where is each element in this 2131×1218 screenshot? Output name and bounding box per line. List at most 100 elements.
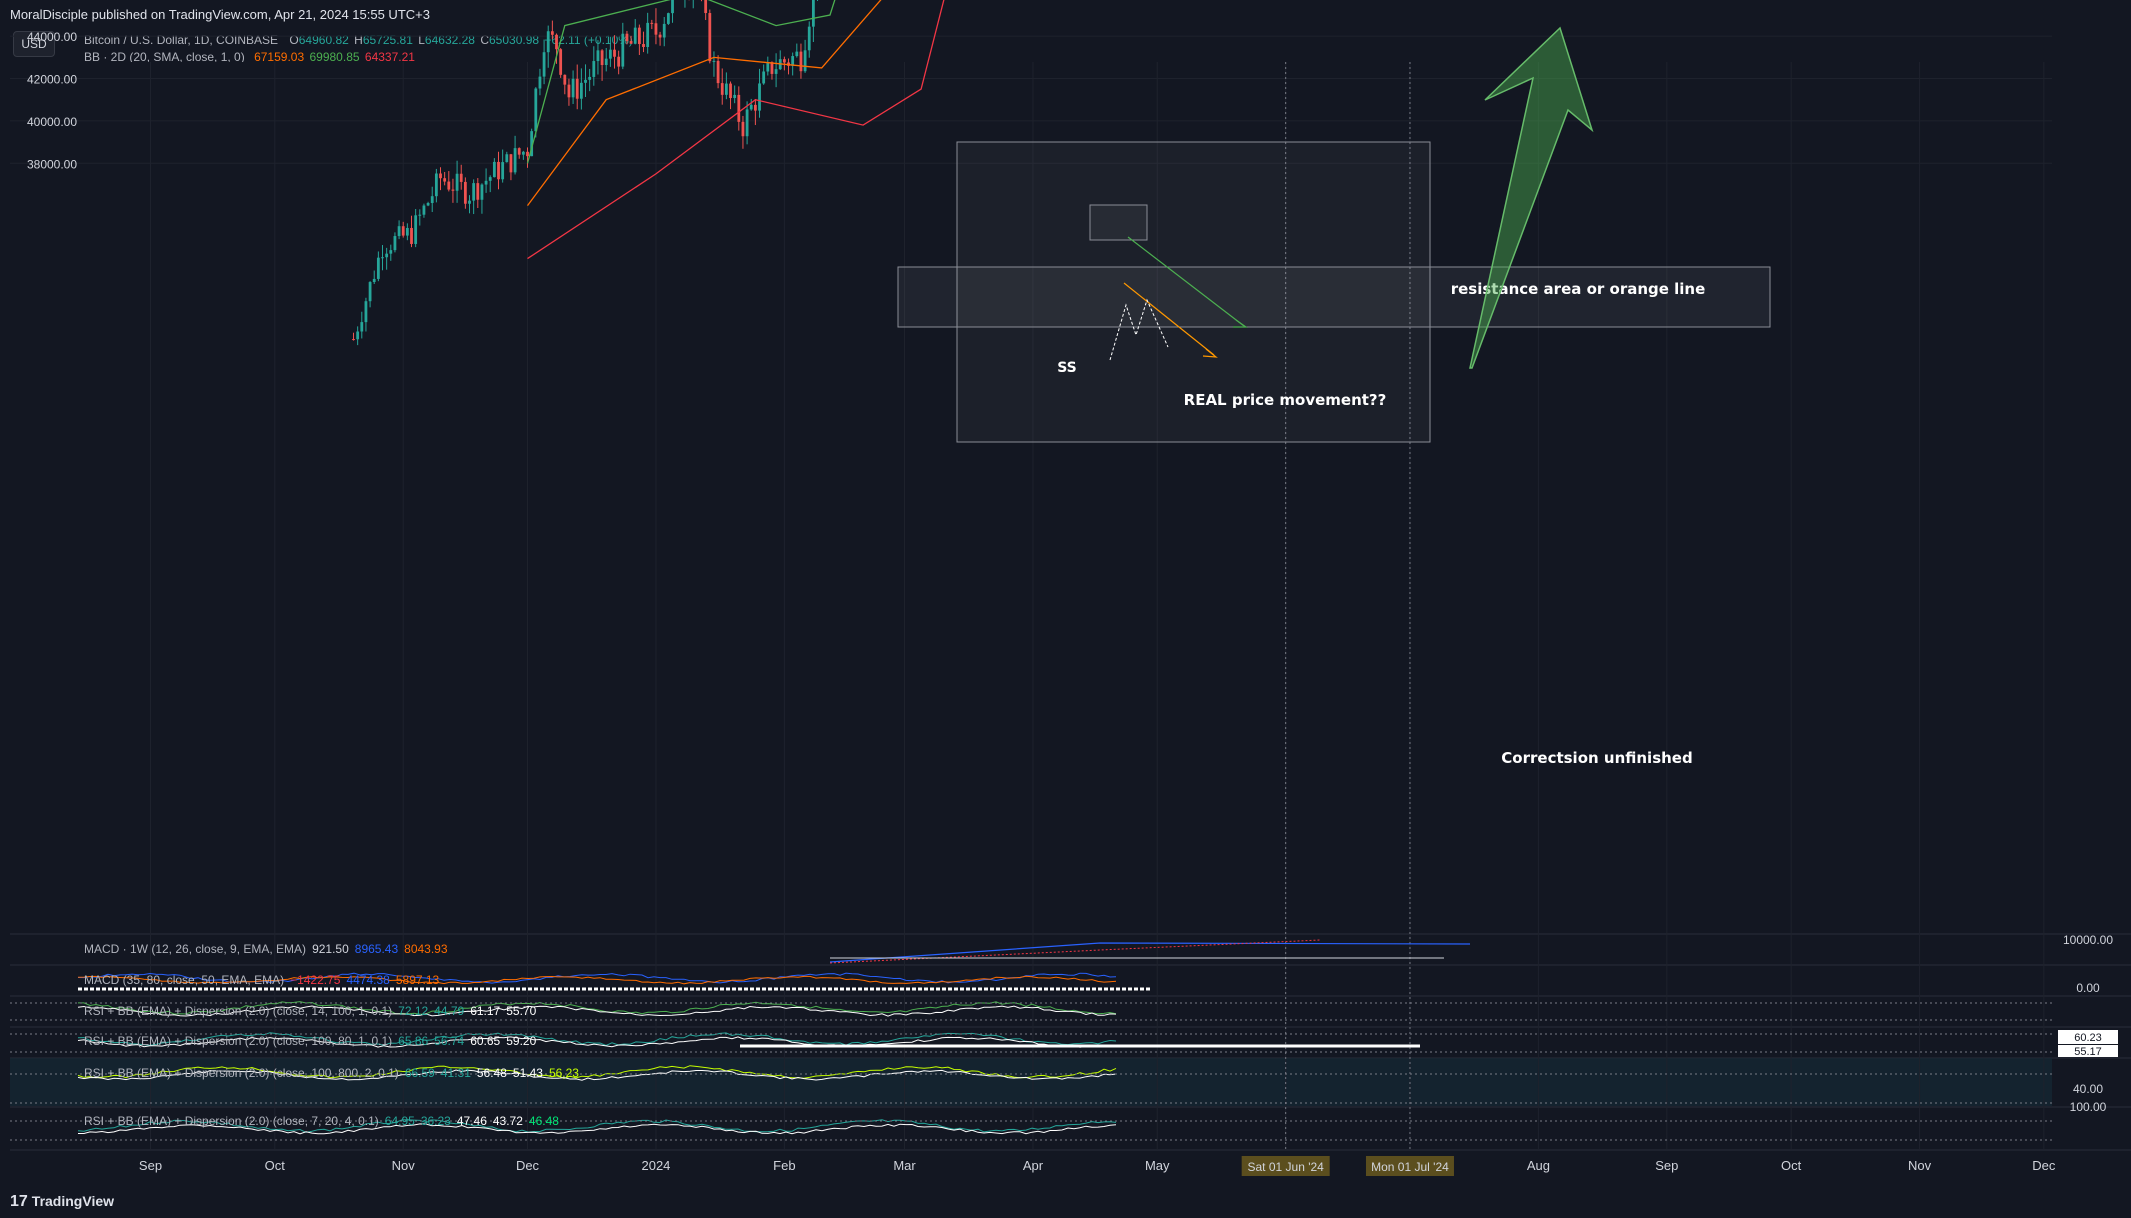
candle-body [563, 74, 567, 85]
indicator-value: 59.20 [506, 1034, 537, 1048]
indicator-value: 55.70 [506, 1004, 537, 1018]
candle-body [637, 27, 641, 45]
indicator-value: 5897.13 [395, 973, 440, 987]
green-projection-arrow [1127, 236, 1245, 327]
indicator-label: RSI + BB (EMA) + Dispersion (2.0) (close… [84, 1004, 393, 1018]
candle-body [766, 62, 770, 72]
bb-upper-line [526, 0, 836, 164]
bb-basis-value: 67159.03 [254, 50, 305, 64]
candle-body [642, 44, 645, 47]
candle-body [650, 22, 654, 24]
annotation-correction: Correctsion unfinished [1501, 749, 1692, 767]
candles-group [352, 0, 819, 346]
bb-label[interactable]: BB · 2D (20, SMA, close, 1, 0) [84, 50, 245, 64]
footer-bar: 17 TradingView [0, 1185, 2131, 1217]
candle-body [405, 227, 409, 236]
candle-body [716, 60, 720, 84]
candle-body [588, 76, 592, 80]
indicator-legend-rsi-14[interactable]: RSI + BB (EMA) + Dispersion (2.0) (close… [84, 1004, 536, 1018]
indicator-label: RSI + BB (EMA) + Dispersion (2.0) (close… [84, 1034, 393, 1048]
currency-button[interactable]: USD [13, 31, 55, 57]
oscillator-line [77, 1065, 1117, 1079]
x-tick-label: Dec [2032, 1158, 2056, 1173]
candle-body [451, 189, 455, 191]
sub-pane-tag-label: 55.17 [2074, 1046, 2102, 1058]
orange-projection-arrow [1123, 282, 1215, 356]
indicator-legend-rsi-100-800[interactable]: RSI + BB (EMA) + Dispersion (2.0) (close… [84, 1066, 579, 1080]
price-chart[interactable]: 76000.0074000.0072000.0070000.0068000.00… [0, 0, 2131, 1185]
bb-legend: BB · 2D (20, SMA, close, 1, 0) 67159.03 … [84, 50, 417, 64]
indicator-value: 36.23 [420, 1114, 451, 1128]
candle-body [737, 94, 741, 122]
x-tick-label: Oct [265, 1158, 286, 1173]
candle-body [729, 83, 732, 99]
sub-pane-scale-label: 40.00 [2073, 1082, 2103, 1096]
bb-basis-line [526, 0, 882, 206]
indicator-value: 8043.93 [404, 942, 448, 956]
candle-body [658, 34, 662, 38]
resistance-box [897, 266, 1771, 328]
candle-body [799, 51, 803, 72]
candle-body [633, 27, 637, 44]
candle-body [488, 177, 492, 181]
x-tick-label: Aug [1527, 1158, 1550, 1173]
sub-pane-scale-label: 0.00 [2076, 981, 2100, 995]
candle-body [608, 49, 612, 59]
candle-body [439, 173, 442, 179]
candle-body [621, 33, 625, 67]
green-arrow-head [1233, 319, 1248, 328]
indicator-legend-macd-1w[interactable]: MACD · 1W (12, 26, close, 9, EMA, EMA) 92… [84, 942, 448, 956]
candle-body [795, 51, 799, 57]
candle-body [741, 121, 745, 137]
candle-body [352, 339, 355, 341]
indicator-legend-macd[interactable]: MACD (35, 80, close, 50, EMA, EMA) −1422.… [84, 973, 439, 987]
candle-body [724, 83, 728, 95]
candle-body [584, 79, 587, 83]
orange-arrow-head [1202, 348, 1218, 358]
candle-body [654, 23, 658, 35]
x-tick-label: Nov [1908, 1158, 1932, 1173]
candle-body [364, 301, 368, 323]
scale-tag-bg [2058, 1045, 2118, 1057]
x-highlight-label: Mon 01 Jul '24 [1371, 1160, 1449, 1174]
candle-body [803, 50, 807, 72]
candle-body [468, 200, 471, 204]
indicator-label: RSI + BB (EMA) + Dispersion (2.0) (close… [84, 1066, 399, 1080]
indicator-value: 921.50 [312, 942, 349, 956]
candle-body [555, 34, 558, 50]
annotation-real-price: REAL price movement?? [1184, 391, 1387, 409]
candle-body [662, 23, 666, 38]
indicator-value: 72.12 [398, 1004, 429, 1018]
candle-body [509, 154, 513, 173]
tradingview-logo[interactable]: 17 TradingView [10, 1185, 114, 1218]
candle-body [542, 52, 546, 77]
indicator-value: −1422.75 [290, 973, 341, 987]
main-pane-bg [10, 62, 2052, 934]
candle-body [571, 78, 575, 98]
oscillator-line [77, 975, 1117, 985]
candle-body [492, 161, 496, 178]
x-tick-label: 2024 [641, 1158, 670, 1173]
annotation-ss: SS [1057, 360, 1077, 376]
indicator-legend-rsi-100-80[interactable]: RSI + BB (EMA) + Dispersion (2.0) (close… [84, 1034, 536, 1048]
candle-body [463, 181, 467, 204]
x-tick-label: Apr [1023, 1158, 1044, 1173]
candle-body [505, 154, 509, 163]
candle-body [480, 184, 484, 200]
open-label: O [289, 33, 299, 47]
candle-body [414, 215, 418, 244]
oscillator-line [78, 1001, 1117, 1015]
indicator-value: 47.46 [456, 1114, 487, 1128]
indicator-label: MACD · 1W (12, 26, close, 9, EMA, EMA) [84, 942, 307, 956]
candle-body [389, 250, 393, 254]
indicator-value: 66.59 [404, 1066, 435, 1080]
sub-pane-scale-label: 10000.00 [2063, 933, 2113, 947]
candle-body [592, 61, 596, 77]
bb-lower-line [527, 0, 945, 260]
x-tick-label: Dec [516, 1158, 540, 1173]
indicator-legend-rsi-7[interactable]: RSI + BB (EMA) + Dispersion (2.0) (close… [84, 1114, 559, 1128]
x-tick-label: Sep [139, 1158, 162, 1173]
candle-body [430, 196, 434, 204]
oscillator-line [78, 1123, 1117, 1135]
candle-body [753, 104, 757, 111]
